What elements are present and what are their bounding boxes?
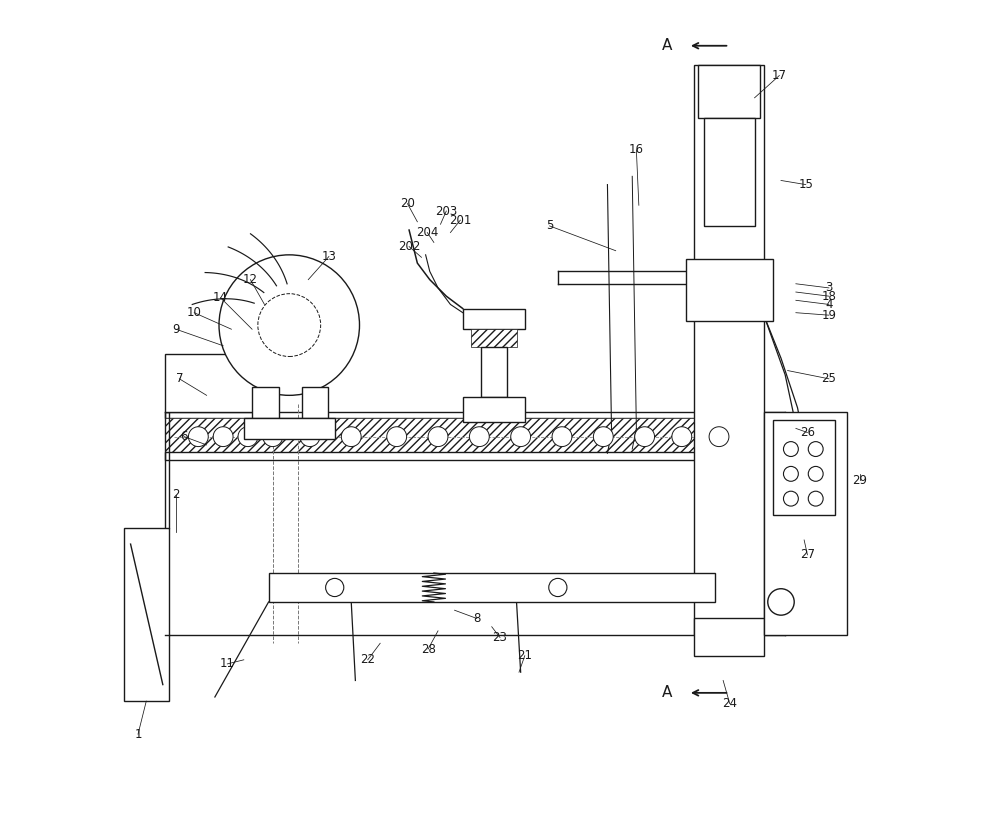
Circle shape <box>783 467 798 481</box>
Text: 3: 3 <box>825 281 833 295</box>
Text: 29: 29 <box>852 474 867 487</box>
Circle shape <box>326 578 344 597</box>
Bar <box>704 118 755 226</box>
Text: 204: 204 <box>416 226 438 239</box>
Text: 5: 5 <box>546 220 553 232</box>
Circle shape <box>341 427 361 447</box>
Text: 17: 17 <box>772 69 787 82</box>
Text: 6: 6 <box>181 430 188 443</box>
Circle shape <box>635 427 655 447</box>
Text: 27: 27 <box>800 548 815 562</box>
Bar <box>481 348 507 397</box>
Text: 10: 10 <box>187 306 202 319</box>
Text: A: A <box>662 686 673 701</box>
Bar <box>124 527 169 701</box>
Circle shape <box>213 427 233 447</box>
Circle shape <box>469 427 489 447</box>
Text: 202: 202 <box>398 240 420 253</box>
Bar <box>165 354 264 412</box>
Text: 7: 7 <box>176 372 183 385</box>
Circle shape <box>783 442 798 457</box>
Text: 24: 24 <box>722 697 737 710</box>
Text: 201: 201 <box>449 214 472 226</box>
Bar <box>698 65 760 118</box>
Bar <box>269 573 715 602</box>
Bar <box>471 329 517 348</box>
Text: 28: 28 <box>421 642 436 656</box>
Circle shape <box>552 427 572 447</box>
Text: 15: 15 <box>798 178 813 191</box>
Circle shape <box>263 427 283 447</box>
Bar <box>165 452 785 460</box>
Circle shape <box>188 427 208 447</box>
Circle shape <box>387 427 407 447</box>
Bar <box>694 65 764 635</box>
Bar <box>463 309 525 329</box>
Text: 203: 203 <box>435 205 457 217</box>
Circle shape <box>783 491 798 506</box>
Circle shape <box>428 427 448 447</box>
Text: 23: 23 <box>493 631 507 644</box>
Text: 16: 16 <box>629 143 644 156</box>
Circle shape <box>808 467 823 481</box>
Circle shape <box>511 427 531 447</box>
Bar <box>773 420 835 515</box>
Circle shape <box>593 427 613 447</box>
Bar <box>463 397 525 422</box>
Circle shape <box>808 442 823 457</box>
Text: 20: 20 <box>400 197 415 210</box>
Text: 1: 1 <box>134 728 142 740</box>
Text: 19: 19 <box>821 309 836 322</box>
Circle shape <box>300 427 320 447</box>
Text: 26: 26 <box>800 426 815 439</box>
Bar <box>165 418 785 456</box>
Bar <box>764 412 847 635</box>
Text: 11: 11 <box>220 657 235 671</box>
Bar <box>244 418 335 439</box>
Text: 8: 8 <box>473 612 481 625</box>
Bar <box>302 387 328 418</box>
Text: 18: 18 <box>821 290 836 303</box>
Text: 4: 4 <box>825 298 833 311</box>
Circle shape <box>238 427 258 447</box>
Text: 22: 22 <box>360 653 375 666</box>
Text: 12: 12 <box>243 273 258 286</box>
Circle shape <box>219 255 360 395</box>
Circle shape <box>768 589 794 615</box>
Circle shape <box>258 294 321 356</box>
Bar <box>252 387 279 418</box>
Circle shape <box>808 491 823 506</box>
Circle shape <box>549 578 567 597</box>
Text: 2: 2 <box>172 488 180 501</box>
Text: 13: 13 <box>321 250 336 263</box>
Circle shape <box>672 427 692 447</box>
Bar <box>694 618 764 656</box>
Text: 21: 21 <box>517 649 532 662</box>
Circle shape <box>709 427 729 447</box>
Text: A: A <box>662 38 673 53</box>
Text: 25: 25 <box>821 372 836 385</box>
Bar <box>165 412 785 418</box>
Text: 9: 9 <box>172 323 180 336</box>
Bar <box>686 259 773 321</box>
Text: 14: 14 <box>213 291 228 305</box>
